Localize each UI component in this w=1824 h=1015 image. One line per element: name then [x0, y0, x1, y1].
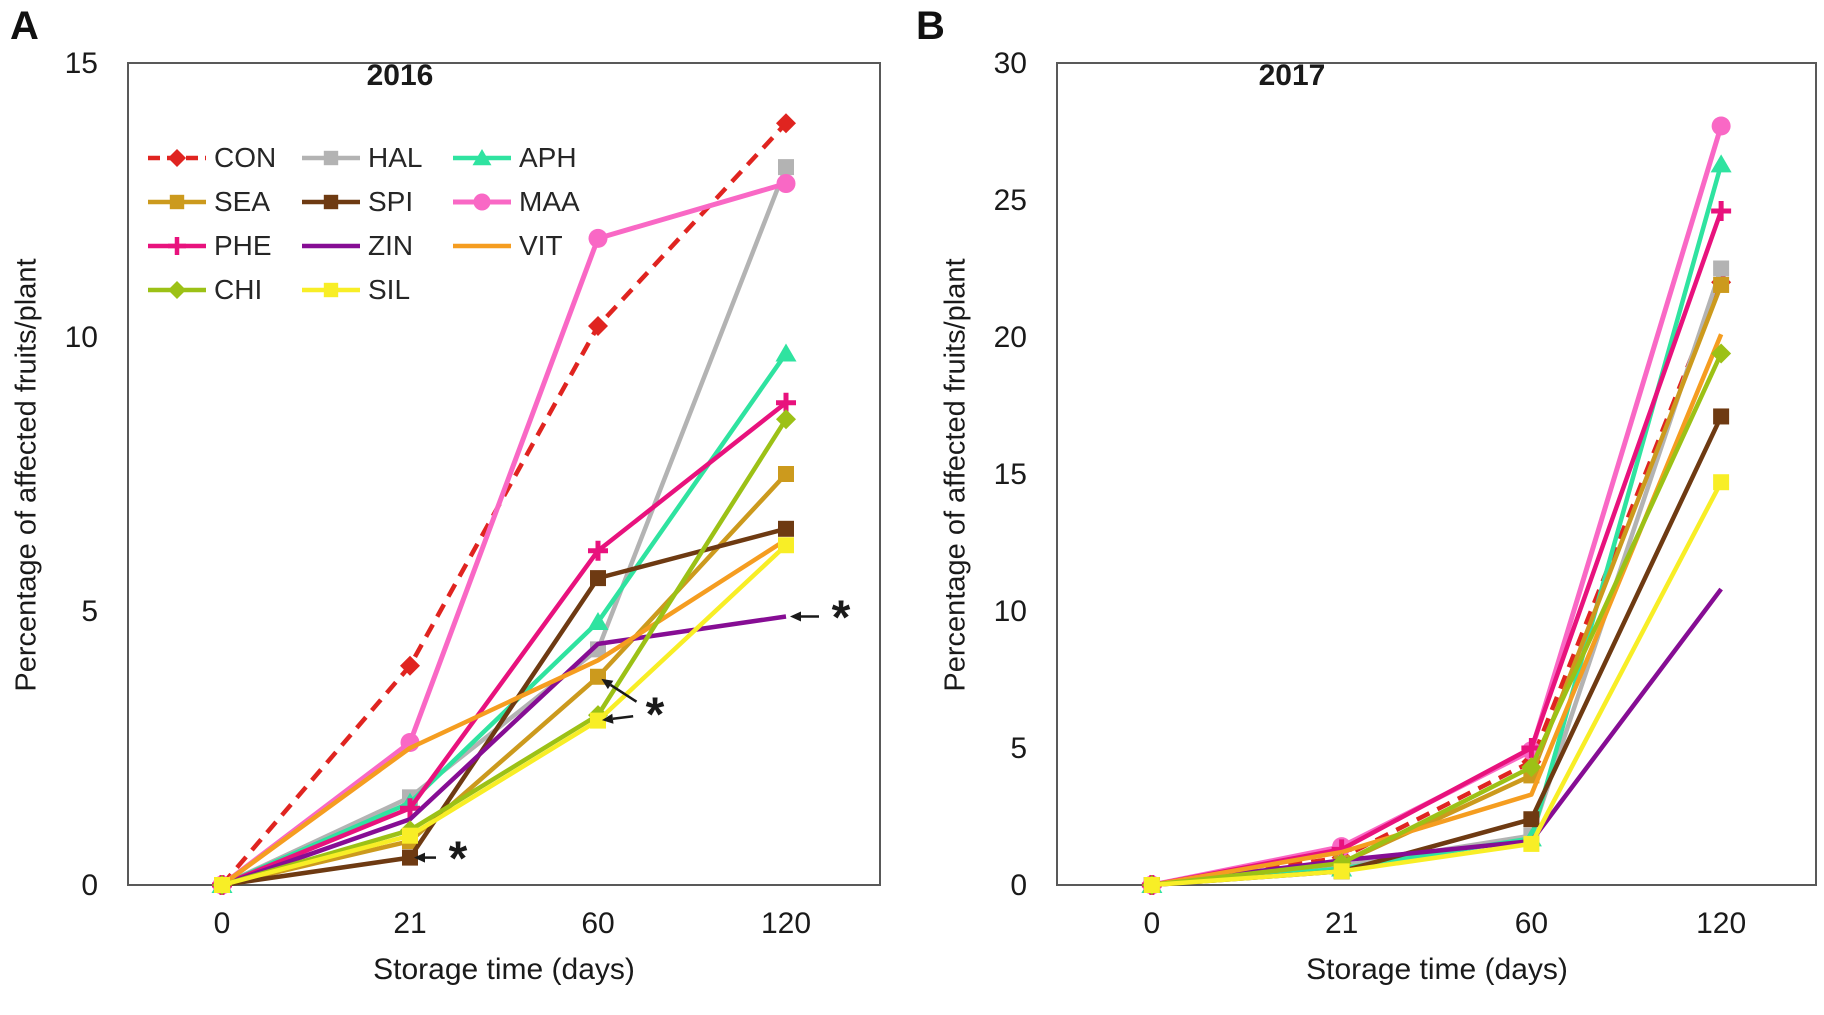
y-tick-label: 20 [994, 321, 1027, 354]
y-tick-label: 25 [994, 184, 1027, 217]
marker-APH-120 [1710, 154, 1732, 173]
y-tick-label: 5 [81, 595, 98, 628]
series-line-PHE [221, 400, 788, 888]
significance-asterisk: * [832, 591, 851, 644]
panel-b-letter: B [916, 4, 945, 48]
marker-PHE-21 [400, 798, 420, 819]
marker-CHI-120 [776, 409, 796, 430]
panel-a-x-axis-title: Storage time (days) [373, 953, 635, 986]
x-tick-label: 120 [761, 907, 811, 940]
series-line-SPI [221, 526, 787, 888]
significance-asterisk: * [449, 833, 468, 886]
panel-a-y-axis-title: Percentage of affected fruits/plant [10, 258, 43, 692]
marker-SIL-21 [1333, 863, 1350, 880]
marker-SEA-120 [1713, 276, 1730, 293]
marker-SIL-60 [590, 712, 606, 729]
marker-HAL-120 [778, 159, 794, 176]
marker-SPI-21 [402, 849, 418, 866]
series-line-CHI [221, 417, 788, 888]
series-line-SIL [1151, 481, 1724, 888]
marker-MAA-120 [776, 174, 796, 194]
panel-b-title: 2017 [1258, 59, 1326, 92]
marker-CON-120 [776, 113, 796, 134]
marker-MAA-120 [1711, 116, 1731, 136]
series-line-SIL [221, 543, 788, 888]
y-tick-label: 0 [1010, 869, 1027, 902]
marker-SPI-120 [1713, 408, 1730, 425]
series-line-SEA [1151, 284, 1724, 888]
plot-border-b [1056, 62, 1817, 886]
marker-CON-60 [588, 316, 608, 337]
marker-SIL-0 [1143, 877, 1160, 893]
series-line-HAL [1151, 267, 1724, 888]
series-line-CON [1151, 281, 1724, 888]
marker-APH-120 [775, 343, 797, 362]
x-tick-label: 21 [1325, 907, 1358, 940]
panel-a-title: 2016 [366, 59, 434, 92]
series-line-VIT [220, 537, 788, 887]
x-tick-label: 60 [1515, 907, 1548, 940]
marker-PHE-60 [588, 540, 608, 561]
series-line-CHI [1151, 352, 1724, 888]
marker-APH-60 [587, 611, 609, 630]
marker-MAA-60 [588, 228, 608, 248]
series-line-CON [220, 121, 788, 887]
annotation-arrow-head [790, 611, 801, 622]
series-line-APH [221, 352, 788, 888]
panel-b-x-axis-title: Storage time (days) [1306, 953, 1568, 986]
y-tick-label: 30 [994, 47, 1027, 80]
y-tick-label: 10 [65, 321, 98, 354]
x-tick-label: 60 [581, 907, 614, 940]
plot-border-a [127, 62, 881, 886]
marker-SEA-60 [590, 668, 606, 685]
marker-SPI-60 [1523, 811, 1540, 828]
marker-SIL-120 [778, 537, 794, 554]
series-line-SEA [221, 472, 788, 888]
series-line-ZIN [1151, 587, 1723, 888]
marker-PHE-120 [1711, 200, 1732, 221]
x-tick-label: 21 [393, 907, 426, 940]
x-tick-label: 0 [214, 907, 231, 940]
marker-CHI-60 [1521, 757, 1542, 778]
annotation-arrow-head [414, 852, 425, 863]
y-tick-label: 15 [994, 458, 1027, 491]
marker-SIL-21 [402, 827, 418, 844]
annotation-arrow-head [601, 678, 614, 690]
series-line-PHE [1151, 210, 1724, 888]
marker-HAL-120 [1713, 260, 1730, 277]
significance-asterisk: * [646, 689, 665, 742]
marker-SPI-60 [590, 570, 606, 587]
marker-SIL-60 [1523, 835, 1540, 852]
series-line-HAL [221, 166, 789, 888]
y-tick-label: 15 [65, 47, 98, 80]
panel-b-y-axis-title: Percentage of affected fruits/plant [939, 258, 972, 692]
series-line-VIT [1151, 333, 1724, 888]
marker-SIL-0 [214, 877, 230, 893]
x-tick-label: 120 [1696, 907, 1746, 940]
annotation-arrow-shaft [612, 715, 634, 721]
marker-SEA-120 [778, 466, 794, 482]
marker-SPI-120 [778, 520, 794, 537]
marker-CON-21 [400, 655, 420, 676]
marker-SIL-120 [1713, 474, 1730, 491]
y-tick-label: 0 [81, 869, 98, 902]
panel-a-letter: A [10, 4, 39, 48]
marker-CHI-120 [1711, 343, 1732, 364]
y-tick-label: 10 [994, 595, 1027, 628]
annotation-arrow-shaft [609, 683, 638, 703]
x-tick-label: 0 [1144, 907, 1161, 940]
y-tick-label: 5 [1010, 732, 1027, 765]
annotation-arrow-head [601, 713, 614, 724]
